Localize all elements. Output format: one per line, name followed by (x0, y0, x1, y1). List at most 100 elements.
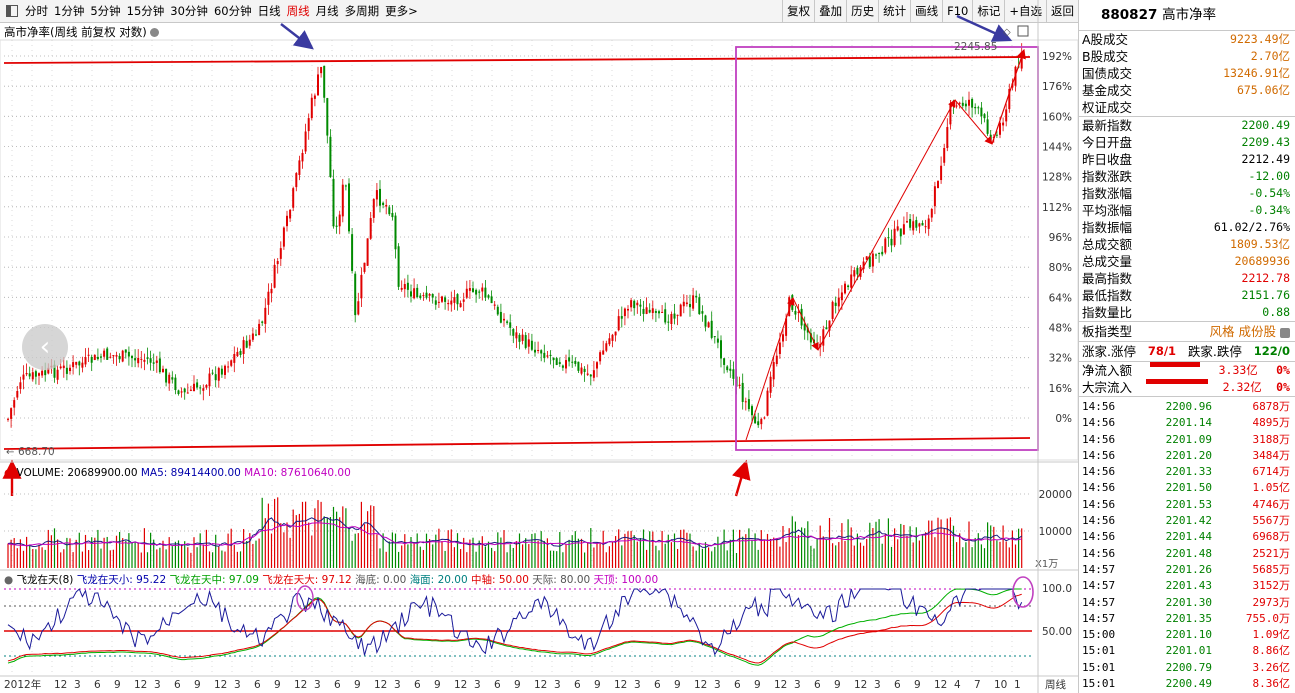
price-tick-label: 144% (1042, 142, 1072, 154)
toolbar-button[interactable]: 统计 (878, 0, 910, 22)
toolbar-button[interactable]: F10 (942, 0, 972, 22)
candle-body (447, 302, 450, 305)
tick-q: 8.86亿 (1252, 644, 1291, 658)
toolbar-button[interactable]: 标记 (972, 0, 1004, 22)
x-axis-tick: 12 (614, 679, 627, 691)
stat-label: 指数量比 (1082, 305, 1133, 320)
layout-toggle-icon[interactable] (6, 5, 18, 17)
candle-body (1005, 109, 1008, 122)
period-tab[interactable]: 30分钟 (170, 4, 208, 18)
candle-body (871, 253, 874, 267)
candle-body (273, 264, 276, 288)
candle-body (537, 349, 540, 351)
period-tab[interactable]: 分时 (25, 4, 48, 18)
trend-arrow (991, 48, 1026, 145)
chart-title: 高市净率(周线 前复权 对数) (4, 24, 159, 40)
tick-q: 3152万 (1252, 579, 1291, 593)
candle-body (344, 185, 347, 187)
toolbar-button[interactable]: 叠加 (814, 0, 846, 22)
tick-t: 15:01 (1082, 677, 1116, 691)
candle-body (437, 301, 440, 303)
x-axis-tick: 12 (134, 679, 147, 691)
candle-body (983, 114, 986, 119)
candle-body (831, 301, 834, 319)
toolbar-button[interactable]: 画线 (910, 0, 942, 22)
period-tab[interactable]: 日线 (257, 4, 281, 18)
stat-label: B股成交 (1082, 49, 1129, 64)
toolbar-button[interactable]: +自选 (1004, 0, 1046, 22)
x-axis-tick: 6 (334, 679, 341, 691)
candle-body (31, 372, 34, 380)
x-axis-tick: 6 (174, 679, 181, 691)
candle-body (949, 103, 952, 125)
candle-body (577, 361, 580, 371)
period-tab[interactable]: 更多> (385, 4, 418, 18)
block-inflow-pct: 0% (1276, 380, 1290, 394)
candle-body (34, 371, 37, 377)
candle-body (456, 294, 459, 305)
candle-body (977, 107, 980, 109)
period-tab[interactable]: 周线 (286, 4, 310, 18)
candle-body (341, 184, 344, 217)
index-stats-list: 最新指数 2200.49 今日开盘 2209.43 昨日收盘 2212.49 指数涨跌 -12… (1079, 117, 1295, 321)
period-tab[interactable]: 15分钟 (126, 4, 165, 18)
candle-body (726, 366, 729, 371)
candle-body (689, 303, 691, 308)
toolbar-button[interactable]: 历史 (846, 0, 878, 22)
candle-body (915, 220, 918, 228)
period-tab[interactable]: 月线 (315, 4, 339, 18)
tick-t: 14:56 (1082, 530, 1116, 544)
candle-body (307, 118, 310, 132)
candle-body (986, 119, 989, 134)
x-axis-tick: 6 (574, 679, 581, 691)
x-axis-tick: 9 (114, 679, 121, 691)
candle-body (239, 350, 242, 355)
stat-value: 20689936 (1234, 254, 1290, 268)
period-tab[interactable]: 5分钟 (90, 4, 121, 18)
tick-list[interactable]: 14:56 2200.96 6878万 14:56 2201.14 4895万 14:56 2… (1079, 397, 1295, 692)
toolbar-button[interactable]: 返回 (1046, 0, 1078, 22)
tick-q: 6878万 (1252, 400, 1291, 413)
candle-body (729, 368, 732, 371)
candle-body (701, 311, 704, 314)
settings-dot-icon[interactable] (149, 28, 159, 37)
candle-body (400, 287, 403, 290)
candle-body (62, 365, 65, 369)
period-tab[interactable]: 60分钟 (213, 4, 252, 18)
kline-chart[interactable]: 192%176%160%144%128%112%96%80%64%48%32%1… (0, 0, 1078, 693)
candle-body (177, 390, 180, 395)
candle-body (310, 97, 313, 119)
x-axis-tick: 6 (414, 679, 421, 691)
diamond-icon: ◇ (1003, 27, 1011, 38)
annotation-arrow (956, 14, 1013, 42)
block-inflow-bar (1146, 379, 1209, 384)
candle-body (847, 285, 850, 288)
candle-body (589, 374, 592, 377)
candle-body (158, 358, 161, 373)
stat-row: B股成交 2.70亿 (1079, 48, 1295, 65)
candle-body (698, 297, 701, 315)
candle-body (540, 350, 543, 354)
x-axis-tick: 12 (854, 679, 867, 691)
candle-body (599, 352, 602, 362)
candle-body (524, 335, 527, 348)
x-axis-tick: 10 (994, 679, 1007, 691)
tick-t: 14:56 (1082, 465, 1116, 479)
candle-body (109, 356, 112, 358)
candle-body (980, 107, 983, 117)
period-tab[interactable]: 1分钟 (54, 4, 85, 18)
previous-arrow-button[interactable]: ‹ (22, 324, 68, 370)
candle-body (335, 225, 338, 227)
period-tab[interactable]: 多周期 (344, 4, 380, 18)
candle-body (394, 215, 397, 250)
toolbar-button[interactable]: 复权 (782, 0, 814, 22)
candle-body (580, 367, 583, 374)
candle-body (884, 238, 887, 253)
candle-body (642, 308, 645, 314)
x-axis-tick: 7 (974, 679, 981, 691)
board-type-value[interactable]: 风格 成份股 (1210, 322, 1290, 341)
candle-body (202, 388, 205, 391)
candle-body (630, 300, 633, 308)
candle-body (608, 338, 611, 345)
indicator-big-line (7, 593, 1022, 664)
